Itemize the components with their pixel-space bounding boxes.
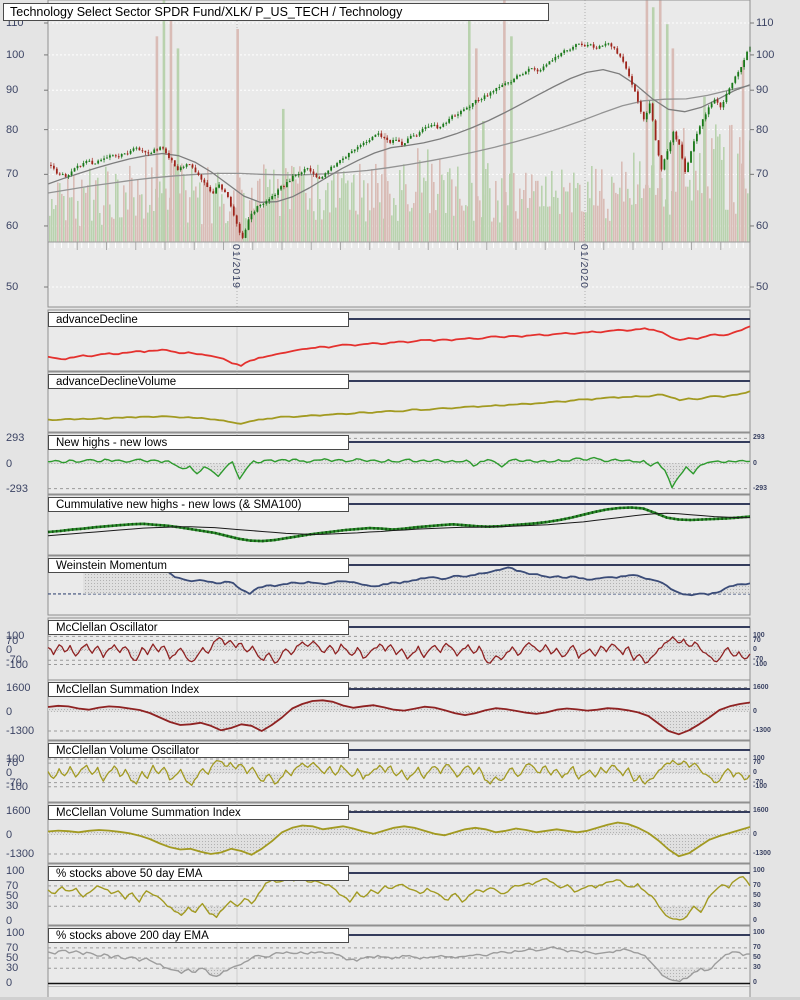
panel-y-axis-label: 1600 xyxy=(6,804,31,817)
panel-y-axis-label: -293 xyxy=(6,482,29,495)
panel-y-axis-label-right: 100 xyxy=(753,928,765,936)
main-y-axis-label-right: 60 xyxy=(756,219,769,232)
panel-label-advance-decline[interactable]: advanceDecline xyxy=(48,312,349,327)
panel-y-axis-label: -1300 xyxy=(6,725,35,737)
x-axis-year-label-2019: 01/2019 xyxy=(230,244,242,289)
panel-y-axis-label: 70 xyxy=(6,634,19,647)
panel-y-axis-label: 50 xyxy=(6,952,19,965)
panel-y-axis-label-right: 293 xyxy=(753,434,765,442)
chart-title: Technology Select Sector SPDR Fund/XLK/ … xyxy=(10,5,403,19)
main-y-axis-label: 100 xyxy=(6,48,25,61)
panel-y-axis-label: 100 xyxy=(6,926,25,939)
main-y-axis-label: 70 xyxy=(6,168,19,181)
panel-y-axis-label-right: 0 xyxy=(753,917,757,925)
main-y-axis-label: 50 xyxy=(6,281,19,293)
panel-label-mcclellan-summation[interactable]: McClellan Summation Index xyxy=(48,682,349,697)
panel-label-pct-above-200ema[interactable]: % stocks above 200 day EMA xyxy=(48,928,349,943)
panel-y-axis-label-right: 30 xyxy=(753,964,761,972)
chart-title-box[interactable]: Technology Select Sector SPDR Fund/XLK/ … xyxy=(3,3,549,21)
main-y-axis-label-right: 50 xyxy=(756,281,769,293)
panel-label-new-highs-new-lows[interactable]: New highs - new lows xyxy=(48,435,349,450)
panel-y-axis-label: -100 xyxy=(6,658,29,671)
panel-y-axis-label: 0 xyxy=(6,915,13,928)
panel-y-axis-label-right: -70 xyxy=(753,656,764,664)
panel-y-axis-label: 100 xyxy=(6,753,25,766)
panel-y-axis-label: 0 xyxy=(6,766,13,779)
panel-y-axis-label-right: -70 xyxy=(753,778,764,786)
panel-y-axis-label-right: 70 xyxy=(753,943,761,951)
panel-y-axis-label-right: 100 xyxy=(753,866,765,874)
panel-y-axis-label-right: 70 xyxy=(753,636,761,644)
panel-y-axis-label-right: -100 xyxy=(753,782,768,790)
panel-y-axis-label: 0 xyxy=(6,457,13,470)
panel-y-axis-label: 0 xyxy=(6,644,13,657)
panel-label-mcclellan-volume-summation[interactable]: McClellan Volume Summation Index xyxy=(48,805,349,820)
panel-y-axis-label-right: 0 xyxy=(753,459,757,467)
panel-y-axis-label: 70 xyxy=(6,941,19,954)
panel-y-axis-label-right: 100 xyxy=(753,632,765,640)
panel-y-axis-label-right: -100 xyxy=(753,660,768,668)
panel-y-axis-label: 30 xyxy=(6,900,19,913)
panel-label-mcclellan-volume-oscillator[interactable]: McClellan Volume Oscillator xyxy=(48,743,349,758)
panel-y-axis-label: 0 xyxy=(6,828,13,841)
panel-label-cumulative-new-highs[interactable]: Cummulative new highs - new lows (& SMA1… xyxy=(48,497,349,512)
panel-y-axis-label-right: 30 xyxy=(753,902,761,910)
panel-label-pct-above-50ema[interactable]: % stocks above 50 day EMA xyxy=(48,866,349,881)
panel-y-axis-label-right: -1300 xyxy=(753,727,771,734)
panel-y-axis-label-right: 1600 xyxy=(753,806,769,814)
panel-y-axis-label: 70 xyxy=(6,757,19,770)
main-y-axis-label-right: 90 xyxy=(756,84,769,97)
main-y-axis-label: 60 xyxy=(6,219,19,232)
panel-y-axis-label-right: 70 xyxy=(753,881,761,889)
panel-y-axis-label-right: 70 xyxy=(753,759,761,767)
panel-y-axis-label-right: 0 xyxy=(753,707,757,715)
panel-y-axis-label-right: 100 xyxy=(753,755,765,763)
panel-y-axis-label: 30 xyxy=(6,962,19,975)
panel-y-axis-label: -1300 xyxy=(6,848,35,860)
x-axis-year-label-2020: 01/2020 xyxy=(578,244,590,289)
panel-y-axis-label: 50 xyxy=(6,890,19,903)
panel-y-axis-label-right: 0 xyxy=(753,646,757,654)
panel-y-axis-label-right: 50 xyxy=(753,954,761,962)
panel-y-axis-label: 293 xyxy=(6,432,25,445)
panel-y-axis-label: 1600 xyxy=(6,681,31,694)
panel-y-axis-label: -70 xyxy=(6,776,22,789)
panel-y-axis-label: 100 xyxy=(6,630,25,643)
panel-y-axis-label: -100 xyxy=(6,780,29,793)
panel-y-axis-label-right: 1600 xyxy=(753,683,769,691)
panel-label-mcclellan-oscillator[interactable]: McClellan Oscillator xyxy=(48,620,349,635)
panel-y-axis-label-right: -293 xyxy=(753,484,768,492)
main-y-axis-label-right: 80 xyxy=(756,123,769,136)
main-y-axis-label-right: 100 xyxy=(756,48,775,61)
main-y-axis-label: 90 xyxy=(6,84,19,97)
panel-y-axis-label: -70 xyxy=(6,654,22,667)
panel-y-axis-label: 100 xyxy=(6,864,25,877)
panel-label-weinstein-momentum[interactable]: Weinstein Momentum xyxy=(48,558,349,573)
panel-y-axis-label-right: 0 xyxy=(753,979,757,987)
main-y-axis-label: 80 xyxy=(6,123,19,136)
panel-y-axis-label-right: 50 xyxy=(753,892,761,900)
panel-y-axis-label: 0 xyxy=(6,705,13,718)
panel-y-axis-label-right: 0 xyxy=(753,830,757,838)
panel-label-advance-decline-volume[interactable]: advanceDeclineVolume xyxy=(48,374,349,389)
panel-y-axis-label: 70 xyxy=(6,879,19,892)
panel-y-axis-label: 0 xyxy=(6,977,13,990)
main-y-axis-label-right: 110 xyxy=(756,17,774,29)
panel-y-axis-label-right: -1300 xyxy=(753,850,771,857)
main-y-axis-label-right: 70 xyxy=(756,168,769,181)
panel-y-axis-label-right: 0 xyxy=(753,768,757,776)
